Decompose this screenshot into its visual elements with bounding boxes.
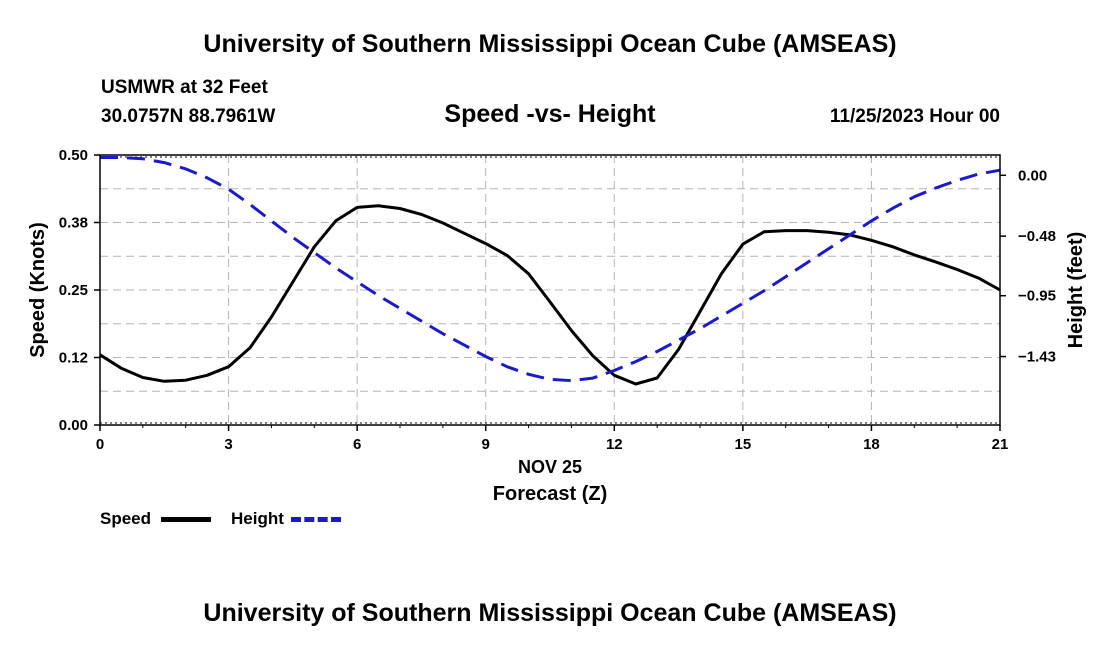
x-date-label: NOV 25	[518, 457, 582, 477]
y-right-tick-label: 0.00	[1018, 167, 1047, 184]
x-tick-label: 21	[992, 436, 1009, 453]
x-tick-label: 3	[224, 436, 232, 453]
y-right-axis-title: Height (feet)	[1065, 232, 1087, 349]
y-left-tick-label: 0.38	[59, 215, 88, 232]
station-label: USMWR at 32 Feet	[101, 77, 268, 98]
height-series-line	[100, 156, 1001, 383]
legend-speed-label: Speed	[100, 509, 152, 528]
y-left-tick-label: 0.50	[59, 147, 88, 164]
y-right-tick-label: −0.95	[1018, 288, 1056, 305]
y-left-axis-title: Speed (Knots)	[27, 222, 49, 358]
x-tick-label: 15	[735, 436, 752, 453]
y-left-tick-label: 0.25	[59, 282, 88, 299]
legend-speed-swatch	[161, 517, 211, 522]
x-tick-label: 9	[482, 436, 490, 453]
forecast-date-label: 11/25/2023 Hour 00	[829, 106, 1000, 127]
legend-height-label: Height	[231, 509, 284, 528]
legend-height-swatch	[291, 517, 341, 522]
x-tick-label: 0	[96, 436, 104, 453]
x-tick-label: 18	[863, 436, 880, 453]
chart-title: University of Southern Mississippi Ocean…	[203, 30, 897, 58]
x-axis-title: Forecast (Z)	[493, 483, 607, 505]
x-tick-label: 6	[353, 436, 361, 453]
footer-title: University of Southern Mississippi Ocean…	[203, 599, 897, 627]
y-left-tick-label: 0.12	[59, 350, 88, 367]
chart-subtitle: Speed -vs- Height	[444, 100, 656, 128]
y-left-tick-label: 0.00	[59, 417, 88, 434]
y-right-tick-label: −1.43	[1018, 349, 1056, 366]
y-right-tick-label: −0.48	[1018, 228, 1056, 245]
x-tick-label: 12	[606, 436, 623, 453]
coordinates-label: 30.0757N 88.7961W	[101, 106, 276, 127]
